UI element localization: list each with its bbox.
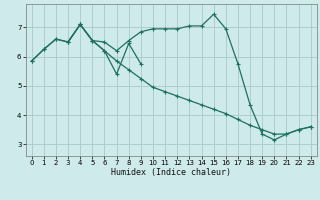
X-axis label: Humidex (Indice chaleur): Humidex (Indice chaleur) [111,168,231,177]
